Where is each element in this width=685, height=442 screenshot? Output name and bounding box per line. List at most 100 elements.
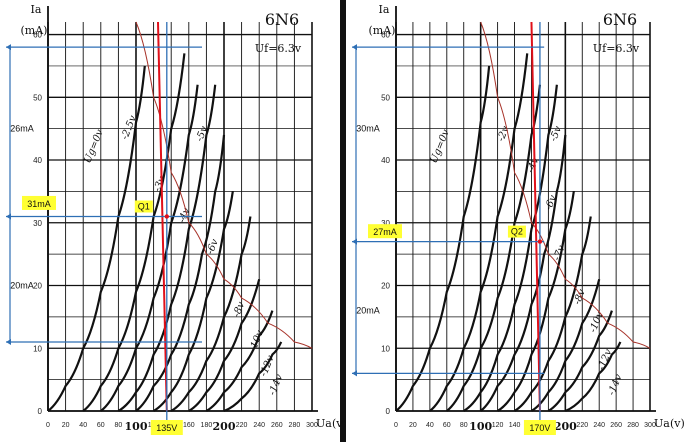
label-highlight: [22, 195, 56, 210]
series-label: -6v: [205, 237, 221, 256]
voltage-label: 170V: [529, 423, 550, 433]
load-line: [530, 21, 541, 412]
side-annotation: 26mA: [10, 124, 34, 134]
y-tick-label: 50: [381, 93, 390, 102]
x-axis-label: Ua: [316, 417, 332, 430]
y-axis-label: Ia: [31, 3, 42, 16]
side-annotation: 27mA: [373, 227, 397, 237]
y-tick-label: 0: [386, 407, 391, 416]
grid: [47, 22, 313, 412]
y-tick-label: 60: [381, 31, 390, 40]
series-curve: [153, 191, 234, 412]
y-tick-label: 10: [33, 344, 42, 353]
x-tick-label: 220: [236, 422, 248, 429]
series-label: Ug=0v: [82, 128, 106, 165]
series-curve: [395, 65, 491, 412]
series-label: -5v: [194, 124, 210, 143]
series-label: -4v: [177, 206, 193, 225]
panel-left: 0102030405060020406080120140160180220240…: [6, 3, 347, 435]
side-annotation: 20mA: [356, 306, 380, 316]
x-axis-unit: (v): [670, 417, 685, 430]
series-curve: [100, 84, 199, 412]
label-highlight: [368, 224, 402, 239]
x-major-label: 100: [469, 420, 492, 433]
series-curve: [446, 84, 542, 412]
x-tick-label: 0: [394, 422, 398, 429]
voltage-label-highlight: [523, 420, 556, 435]
q-point-marker: [164, 214, 169, 219]
series-curve: [429, 53, 529, 412]
y-axis-unit: (mA): [21, 24, 48, 37]
x-tick-label: 80: [115, 422, 123, 429]
y-tick-label: 40: [381, 156, 390, 165]
series-label: -3v: [152, 175, 168, 194]
y-tick-label: 40: [33, 156, 42, 165]
x-major-label: 200: [213, 420, 236, 433]
chart-title: 6N6: [603, 10, 637, 29]
series-curve: [564, 341, 622, 413]
series-curve: [513, 216, 592, 412]
y-tick-label: 10: [381, 344, 390, 353]
y-tick-label: 60: [33, 31, 42, 40]
x-tick-label: 300: [306, 422, 318, 429]
y-tick-label: 30: [33, 219, 42, 228]
series-curve: [547, 310, 613, 412]
series-curve: [82, 53, 186, 412]
side-annotation: 31mA: [27, 199, 51, 209]
x-tick-label: 240: [593, 422, 605, 429]
y-tick-label: 30: [381, 219, 390, 228]
series-curve: [530, 278, 601, 412]
x-tick-label: 260: [271, 422, 283, 429]
side-annotation: 30mA: [356, 124, 380, 134]
x-tick-label: 20: [62, 422, 70, 429]
series-label: -4v: [525, 156, 541, 175]
chart-subtitle: Uf=6.3v: [255, 42, 302, 55]
y-axis-label: Ia: [379, 3, 390, 16]
series-label: -8v: [231, 300, 247, 319]
x-tick-label: 60: [97, 422, 105, 429]
series-label: -7v: [552, 244, 568, 263]
y-tick-label: 0: [38, 407, 43, 416]
x-tick-label: 180: [201, 422, 213, 429]
x-axis-label: Ua: [654, 417, 670, 430]
q-point-label: Q1: [138, 202, 150, 212]
x-tick-label: 220: [576, 422, 588, 429]
series-curve: [188, 278, 261, 412]
series-curve: [117, 84, 217, 412]
series-curve: [479, 134, 567, 412]
series-curve: [463, 84, 558, 412]
voltage-label-highlight: [150, 420, 183, 435]
series-label: Ug=0v: [429, 128, 453, 165]
x-tick-label: 140: [509, 422, 521, 429]
series-curve: [135, 134, 226, 412]
series-curve: [170, 216, 252, 412]
divider: [340, 0, 346, 442]
x-tick-label: 260: [610, 422, 622, 429]
q-point-label: Q2: [511, 227, 523, 237]
x-tick-label: 80: [460, 422, 468, 429]
x-tick-label: 300: [644, 422, 656, 429]
q-label-highlight: [507, 225, 526, 238]
x-tick-label: 280: [289, 422, 301, 429]
panel-right: 0102030405060020406080120140160180220240…: [352, 3, 685, 435]
power-curve: [480, 21, 651, 349]
series-label: -2v: [496, 124, 512, 143]
series-curve: [497, 191, 575, 412]
q-label-highlight: [134, 200, 153, 213]
series-label: -8v: [572, 288, 588, 307]
chart-subtitle: Uf=6.3v: [593, 42, 640, 55]
x-tick-label: 20: [409, 422, 417, 429]
q-point-marker: [537, 239, 543, 244]
series-curve: [223, 341, 283, 413]
x-tick-label: 40: [426, 422, 434, 429]
series-label: -5v: [548, 124, 564, 143]
x-tick-label: 60: [443, 422, 451, 429]
y-tick-label: 20: [381, 282, 390, 291]
voltage-label: 135V: [156, 423, 177, 433]
x-axis-unit: (v): [332, 417, 347, 430]
x-tick-label: 120: [492, 422, 504, 429]
series-label: -6v: [543, 193, 559, 212]
x-major-label: 100: [125, 420, 148, 433]
series-curve: [205, 310, 274, 412]
